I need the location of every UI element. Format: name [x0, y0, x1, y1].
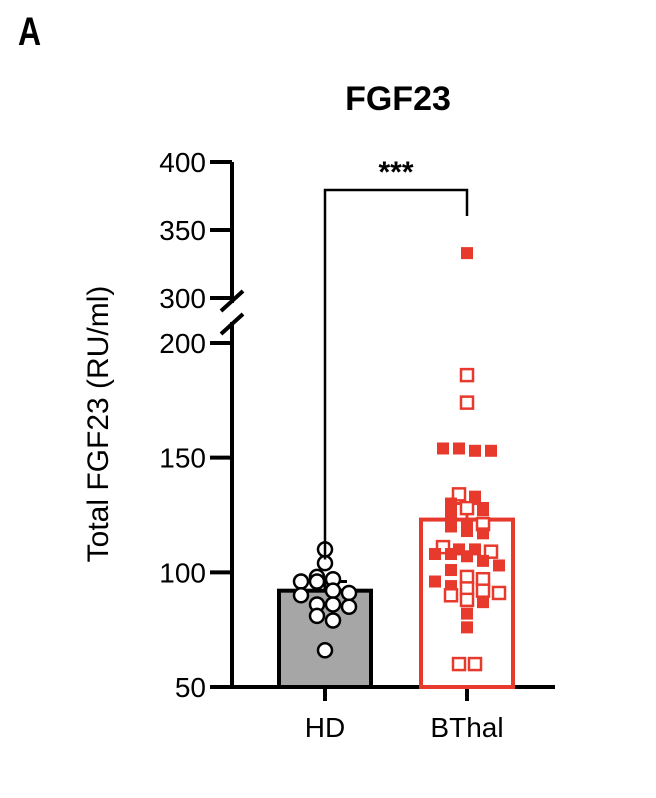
- data-point: [429, 575, 441, 588]
- data-point: [459, 569, 475, 585]
- data-point: [445, 506, 457, 519]
- axis-break-mark: [219, 312, 245, 336]
- significance-annotation: ***: [323, 156, 469, 560]
- data-point: [451, 487, 467, 502]
- data-point: [477, 596, 489, 609]
- data-point: [493, 559, 505, 572]
- y-tick-label: 50: [175, 672, 206, 703]
- axes: 50 100 150 200 300 350 400 HD BThal: [159, 147, 555, 743]
- data-point: [445, 564, 457, 577]
- panel-label: A: [18, 10, 42, 54]
- chart-title: FGF23: [345, 80, 451, 118]
- data-point: [483, 544, 499, 559]
- data-point: [324, 582, 342, 599]
- x-tick-label: BThal: [430, 712, 503, 743]
- data-point: [443, 588, 459, 603]
- data-point: [459, 592, 475, 608]
- y-tick-label: 400: [159, 147, 206, 178]
- data-point: [475, 571, 491, 587]
- data-point: [491, 585, 507, 601]
- data-point: [308, 607, 326, 625]
- data-point: [445, 520, 457, 533]
- data-point: [324, 612, 342, 629]
- data-point: [437, 442, 449, 455]
- data-point: [316, 642, 334, 659]
- axis-break-mark: [219, 289, 245, 313]
- data-point: [445, 497, 457, 510]
- data-point: [477, 527, 489, 540]
- data-point: [461, 550, 473, 563]
- data-point: [461, 607, 473, 620]
- y-tick-label: 150: [159, 443, 206, 474]
- x-tick-label: HD: [305, 712, 345, 743]
- y-tick-label: 350: [159, 215, 206, 246]
- data-point: [477, 504, 489, 517]
- data-point: [453, 442, 465, 455]
- data-point: [469, 490, 481, 503]
- data-point: [292, 587, 310, 604]
- y-tick-label: 200: [159, 328, 206, 359]
- y-tick-label: 100: [159, 557, 206, 588]
- significance-label: ***: [378, 156, 413, 189]
- data-point: [292, 573, 310, 590]
- data-point: [459, 395, 475, 410]
- data-point: [308, 573, 326, 590]
- data-points: [292, 247, 507, 672]
- data-point: [461, 621, 473, 634]
- y-axis-label: Total FGF23 (RU/ml): [82, 286, 115, 563]
- data-point: [340, 584, 358, 602]
- data-point: [429, 547, 441, 560]
- data-point: [451, 656, 467, 672]
- data-point: [324, 596, 342, 613]
- significance-bracket: [323, 188, 469, 560]
- data-point: [459, 500, 475, 516]
- data-point: [469, 444, 481, 457]
- data-point: [340, 598, 358, 615]
- data-point: [461, 525, 473, 538]
- y-tick-label: 300: [159, 283, 206, 314]
- data-point: [461, 247, 473, 260]
- data-point: [485, 444, 497, 457]
- data-point: [459, 367, 475, 383]
- data-point: [467, 656, 483, 672]
- data-point: [445, 547, 457, 560]
- data-point: [475, 583, 491, 598]
- data-point: [459, 581, 475, 596]
- data-point: [477, 554, 489, 567]
